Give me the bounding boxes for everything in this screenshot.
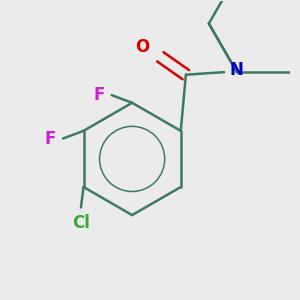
Text: O: O: [135, 38, 150, 56]
Text: F: F: [93, 86, 105, 104]
Text: N: N: [230, 61, 244, 79]
Text: F: F: [45, 130, 56, 148]
Text: Cl: Cl: [72, 214, 90, 232]
